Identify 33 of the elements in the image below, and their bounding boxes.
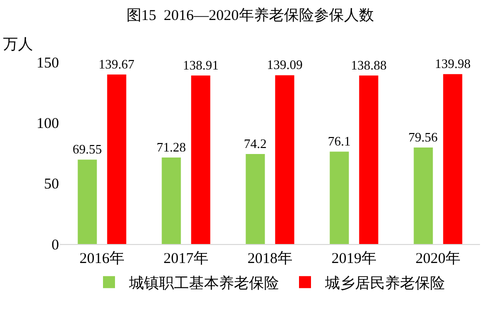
x-tick-label: 2020年 <box>416 250 460 267</box>
x-tick-label: 2017年 <box>164 250 208 267</box>
bar <box>359 75 378 244</box>
bar <box>107 74 126 244</box>
bar <box>162 158 181 244</box>
data-label: 79.56 <box>408 129 438 144</box>
data-label: 138.88 <box>350 57 387 72</box>
bar <box>275 75 294 244</box>
y-tick-label: 50 <box>44 176 59 193</box>
bar <box>330 152 349 244</box>
data-label: 69.55 <box>72 142 102 157</box>
data-label: 74.2 <box>244 136 267 151</box>
y-tick-label: 150 <box>36 55 59 72</box>
bar <box>414 147 433 244</box>
y-tick-label: 0 <box>52 237 59 254</box>
bar <box>246 154 265 244</box>
x-tick-label: 2019年 <box>332 250 376 267</box>
legend-label: 城乡居民养老保险 <box>324 274 445 292</box>
y-axis-title: 万人 <box>3 37 33 53</box>
y-tick-label: 100 <box>36 116 59 132</box>
bar <box>191 75 210 244</box>
data-label: 139.09 <box>266 57 303 72</box>
data-label: 139.67 <box>98 56 135 72</box>
data-label: 76.1 <box>328 134 351 149</box>
data-label: 138.91 <box>182 57 219 72</box>
bar <box>443 74 462 244</box>
data-label: 139.98 <box>434 56 471 72</box>
chart-title: 图15 2016—2020年养老保险参保人数 <box>126 6 374 24</box>
x-tick-label: 2016年 <box>80 250 124 267</box>
data-label: 71.28 <box>156 140 186 155</box>
bar <box>78 160 97 244</box>
legend-label: 城镇职工基本养老保险 <box>128 274 279 292</box>
x-tick-label: 2018年 <box>248 250 292 267</box>
